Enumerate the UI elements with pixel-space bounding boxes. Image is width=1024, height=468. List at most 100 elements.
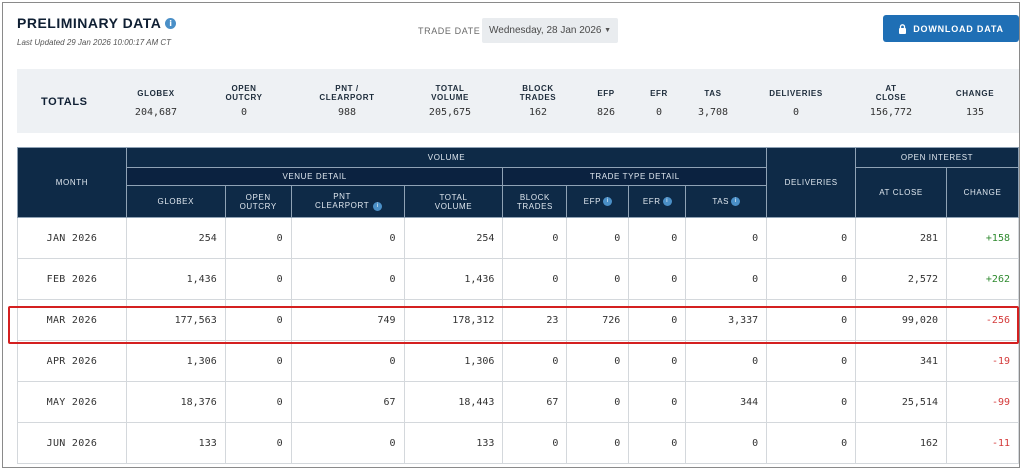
- totals-value: 3,708: [697, 107, 729, 118]
- pnt-cell: 67: [290, 381, 405, 423]
- info-icon[interactable]: i: [662, 197, 672, 207]
- efp-cell: 726: [566, 299, 630, 341]
- tas-cell: 0: [685, 340, 768, 382]
- totals-total-volume: TOTAL VOLUME 205,675: [405, 83, 495, 118]
- info-icon[interactable]: i: [165, 17, 177, 29]
- col-deliveries[interactable]: DELIVERIES: [766, 147, 857, 218]
- change-cell: -19: [946, 340, 1019, 382]
- efp-cell: 0: [566, 422, 630, 464]
- total-volume-cell: 1,436: [403, 258, 504, 300]
- open-outcry-cell: 0: [224, 422, 292, 464]
- trade-date-label: TRADE DATE: [418, 26, 481, 36]
- globex-cell: 1,306: [125, 340, 226, 382]
- deliveries-cell: 0: [766, 217, 857, 259]
- block-trades-cell: 0: [502, 422, 568, 464]
- deliveries-cell: 0: [766, 258, 857, 300]
- open-outcry-cell: 0: [224, 340, 292, 382]
- tas-cell: 0: [685, 422, 768, 464]
- efp-cell: 0: [566, 217, 630, 259]
- total-volume-cell: 254: [403, 217, 504, 259]
- month-cell: MAR 2026: [17, 299, 127, 341]
- efp-cell: 0: [566, 258, 630, 300]
- pnt-cell: 749: [290, 299, 405, 341]
- totals-tas: TAS 3,708: [668, 83, 758, 119]
- table-row: JAN 2026 254 0 0 254 0 0 0 0 0 281 +158: [17, 217, 1019, 259]
- last-updated: Last Updated 29 Jan 2026 10:00:17 AM CT: [17, 38, 172, 47]
- totals-value: 135: [965, 107, 985, 118]
- trade-date-select[interactable]: Wednesday, 28 Jan 2026 ▼: [482, 18, 618, 43]
- block-trades-cell: 0: [502, 258, 568, 300]
- change-cell: -11: [946, 422, 1019, 464]
- deliveries-cell: 0: [766, 381, 857, 423]
- totals-value: 204,687: [134, 107, 178, 118]
- efr-cell: 0: [628, 258, 687, 300]
- totals-globex: GLOBEX 204,687: [111, 83, 201, 119]
- col-change[interactable]: CHANGE: [946, 167, 1019, 218]
- col-block-trades[interactable]: BLOCK TRADES: [502, 185, 568, 218]
- tas-cell: 0: [685, 217, 768, 259]
- pnt-cell: 0: [290, 340, 405, 382]
- at-close-cell: 25,514: [855, 381, 947, 423]
- col-total-volume[interactable]: TOTAL VOLUME: [403, 185, 504, 218]
- col-efp[interactable]: EFP i: [566, 185, 630, 218]
- at-close-cell: 99,020: [855, 299, 947, 341]
- info-icon[interactable]: i: [603, 197, 613, 207]
- deliveries-cell: 0: [766, 299, 857, 341]
- pnt-cell: 0: [290, 217, 405, 259]
- lock-icon: [898, 24, 907, 34]
- globex-cell: 1,436: [125, 258, 226, 300]
- download-data-button[interactable]: DOWNLOAD DATA: [883, 15, 1019, 42]
- totals-at-close: AT CLOSE 156,772: [846, 83, 936, 118]
- totals-value: 162: [528, 107, 548, 118]
- at-close-cell: 2,572: [855, 258, 947, 300]
- info-icon[interactable]: i: [731, 197, 741, 207]
- open-outcry-cell: 0: [224, 258, 292, 300]
- totals-value: 0: [655, 107, 663, 118]
- deliveries-cell: 0: [766, 340, 857, 382]
- info-icon[interactable]: i: [373, 201, 383, 211]
- open-outcry-cell: 0: [224, 299, 292, 341]
- col-globex[interactable]: GLOBEX: [125, 185, 226, 218]
- table-row: MAR 2026 177,563 0 749 178,312 23 726 0 …: [17, 299, 1019, 341]
- page-title: PRELIMINARY DATA i: [17, 15, 177, 31]
- block-trades-cell: 0: [502, 217, 568, 259]
- at-close-cell: 162: [855, 422, 947, 464]
- col-open-outcry[interactable]: OPEN OUTCRY: [224, 185, 292, 218]
- totals-deliveries: DELIVERIES 0: [751, 83, 841, 119]
- month-cell: MAY 2026: [17, 381, 127, 423]
- totals-value: 205,675: [428, 107, 472, 118]
- col-efr[interactable]: EFR i: [628, 185, 687, 218]
- totals-efr: EFR 0: [614, 83, 704, 119]
- globex-cell: 254: [125, 217, 226, 259]
- efp-cell: 0: [566, 381, 630, 423]
- tas-cell: 344: [685, 381, 768, 423]
- block-trades-cell: 23: [502, 299, 568, 341]
- table-row: MAY 2026 18,376 0 67 18,443 67 0 0 344 0…: [17, 381, 1019, 423]
- efr-cell: 0: [628, 217, 687, 259]
- month-cell: JAN 2026: [17, 217, 127, 259]
- col-tas[interactable]: TAS i: [685, 185, 768, 218]
- tas-cell: 0: [685, 258, 768, 300]
- totals-value: 0: [792, 107, 800, 118]
- pnt-cell: 0: [290, 422, 405, 464]
- efr-cell: 0: [628, 340, 687, 382]
- totals-value: 156,772: [869, 107, 913, 118]
- change-cell: -99: [946, 381, 1019, 423]
- change-cell: +158: [946, 217, 1019, 259]
- group-venue-detail: VENUE DETAIL: [125, 167, 504, 186]
- globex-cell: 133: [125, 422, 226, 464]
- block-trades-cell: 67: [502, 381, 568, 423]
- col-pnt-clearport[interactable]: PNT CLEARPORT i: [290, 185, 405, 218]
- group-volume: VOLUME: [125, 147, 768, 168]
- volume-table: MONTH VOLUME DELIVERIES OPEN INTEREST VE…: [17, 147, 1019, 464]
- col-at-close[interactable]: AT CLOSE: [855, 167, 947, 218]
- month-cell: JUN 2026: [17, 422, 127, 464]
- month-cell: FEB 2026: [17, 258, 127, 300]
- table-row: JUN 2026 133 0 0 133 0 0 0 0 0 162 -11: [17, 422, 1019, 464]
- col-month[interactable]: MONTH: [17, 147, 127, 218]
- table-row: FEB 2026 1,436 0 0 1,436 0 0 0 0 0 2,572…: [17, 258, 1019, 300]
- month-cell: APR 2026: [17, 340, 127, 382]
- totals-value: 988: [337, 107, 357, 118]
- pnt-cell: 0: [290, 258, 405, 300]
